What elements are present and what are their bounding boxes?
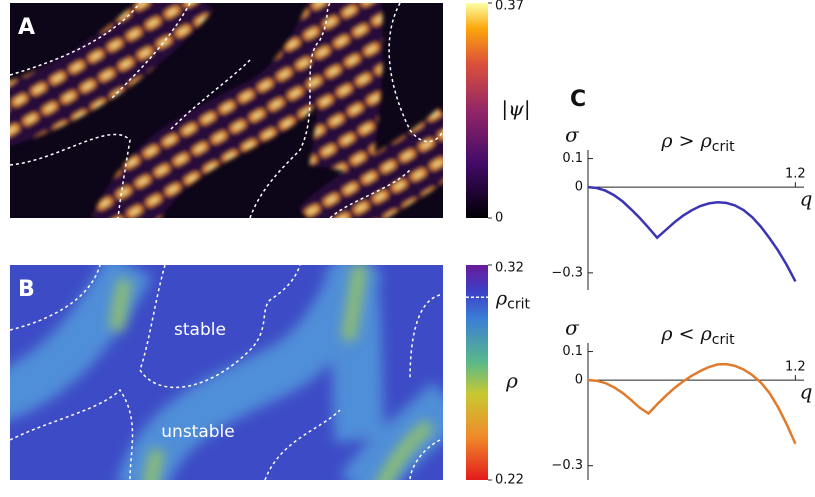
panel-label: A: [18, 15, 35, 40]
colorbar-b: [466, 265, 488, 480]
line: [587, 362, 797, 445]
wave-bands: [10, 3, 443, 218]
colorbar-tick-label: 0.22: [495, 473, 524, 488]
colorbar-tick-label: 0.37: [495, 0, 524, 14]
title-subscript: crit: [712, 139, 735, 155]
title-main: ρ > ρ: [660, 130, 712, 152]
panel-label: B: [18, 277, 35, 302]
title-main: ρ < ρ: [660, 323, 712, 345]
annotation: stable: [174, 320, 226, 340]
x-axis-label: q: [800, 187, 813, 211]
symbol: ρ: [495, 287, 508, 309]
boundary-lines: [10, 3, 443, 218]
y-tick-label: −0.3: [551, 458, 583, 473]
boundary-lines: [10, 265, 441, 480]
y-tick-label: 0: [575, 180, 583, 195]
colorbar-a: [466, 3, 488, 218]
colorbar-tick-label: 0.32: [495, 261, 524, 276]
subscript: crit: [507, 296, 530, 312]
panel-label: C: [570, 87, 586, 112]
y-axis-label: σ: [565, 316, 580, 340]
x-tick-label: 1.2: [785, 360, 806, 375]
colorbar-label: ρ: [505, 369, 518, 393]
y-axis-label: σ: [565, 123, 580, 147]
y-tick-label: 0.1: [562, 344, 583, 359]
chart-title: ρ < ρcrit: [660, 323, 735, 348]
annotation: unstable: [161, 422, 234, 442]
heatmap-b: [10, 265, 443, 480]
title-subscript: crit: [712, 332, 735, 348]
x-tick-label: 1.2: [785, 167, 806, 182]
density-ridges: [109, 265, 435, 480]
chart-title: ρ > ρcrit: [660, 130, 735, 155]
line: [587, 185, 797, 282]
x-axis-label: q: [800, 380, 813, 404]
y-tick-label: −0.3: [551, 265, 583, 280]
y-tick-label: 0: [575, 373, 583, 388]
colorbar-marker-label: ρcrit: [495, 287, 531, 312]
colorbar-tick-label: 0: [495, 211, 503, 226]
y-tick-label: 0.1: [562, 151, 583, 166]
colorbar-label: |ψ|: [501, 97, 530, 122]
heatmap-a: [10, 3, 443, 218]
